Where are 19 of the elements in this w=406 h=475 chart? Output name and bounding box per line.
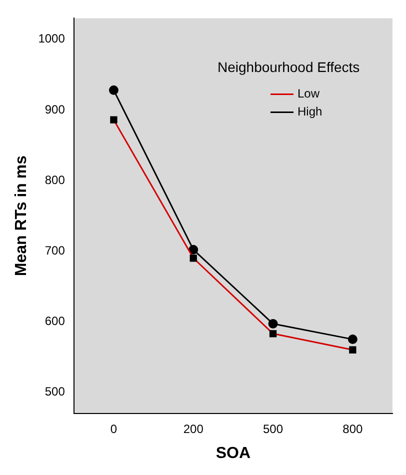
x-tick-label: 0 xyxy=(110,422,118,436)
legend-title: Neighbourhood Effects xyxy=(218,59,360,76)
x-axis-title: SOA xyxy=(216,444,251,462)
point xyxy=(348,334,358,344)
y-tick-label: 900 xyxy=(44,102,66,116)
point xyxy=(188,244,198,254)
y-tick-label: 1000 xyxy=(38,32,66,46)
y-tick-label: 800 xyxy=(44,172,66,187)
legend-label: High xyxy=(298,104,322,119)
y-axis-title: Mean RTs in ms xyxy=(13,155,30,276)
y-tick-label: 500 xyxy=(44,384,66,399)
x-tick-label: 500 xyxy=(263,422,284,436)
y-tick-label: 700 xyxy=(44,243,66,258)
x-tick-label: 200 xyxy=(183,422,204,436)
point xyxy=(268,319,278,329)
y-tick-label: 600 xyxy=(44,314,66,328)
legend-label: Low xyxy=(298,86,320,101)
point xyxy=(108,85,118,95)
x-tick-label: 800 xyxy=(342,422,364,436)
